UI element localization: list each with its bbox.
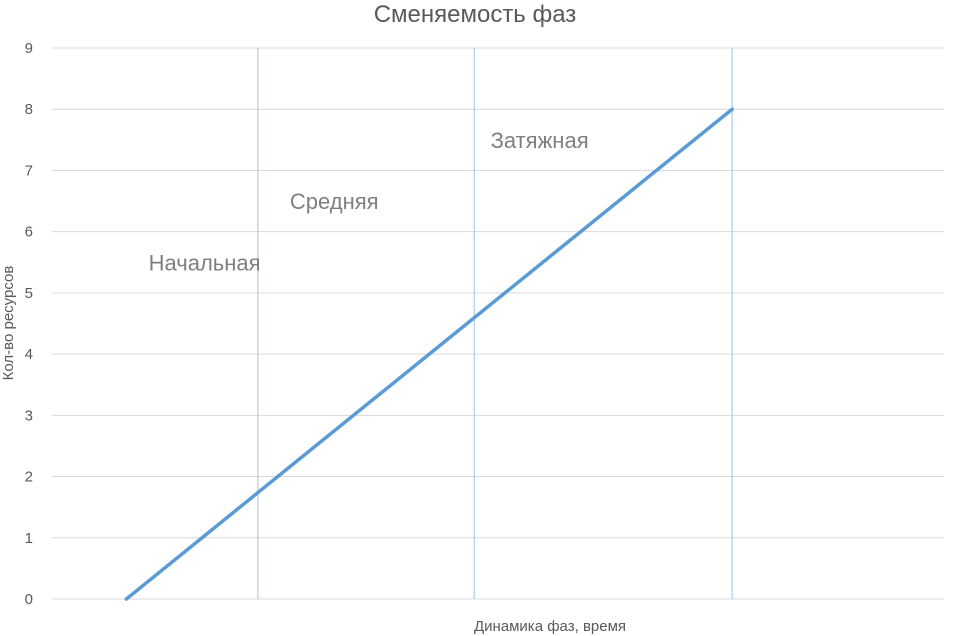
y-tick-label: 9 bbox=[25, 40, 33, 57]
phase-boundaries bbox=[257, 48, 733, 599]
y-tick-label: 2 bbox=[25, 469, 33, 486]
y-axis-label: Кол-во ресурсов bbox=[0, 266, 17, 381]
y-tick-label: 1 bbox=[25, 530, 33, 547]
y-tick-label: 5 bbox=[25, 285, 33, 302]
phase-label: Затяжная bbox=[491, 128, 589, 153]
phase-label: Средняя bbox=[290, 189, 379, 214]
phase-annotations: Начальная Средняя Затяжная bbox=[149, 128, 589, 275]
series-line bbox=[124, 107, 734, 601]
y-tick-label: 3 bbox=[25, 407, 33, 424]
chart-title: Сменяемость фаз bbox=[374, 1, 577, 28]
y-tick-label: 8 bbox=[25, 101, 33, 118]
y-tick-label: 0 bbox=[25, 591, 33, 608]
series-lines bbox=[124, 107, 734, 601]
phase-label: Начальная bbox=[149, 250, 261, 275]
x-axis-label: Динамика фаз, время bbox=[474, 618, 626, 635]
y-tick-label: 6 bbox=[25, 224, 33, 241]
y-tick-labels: 0 1 2 3 4 5 6 7 8 9 bbox=[25, 40, 33, 608]
y-tick-label: 7 bbox=[25, 162, 33, 179]
y-tick-label: 4 bbox=[25, 346, 33, 363]
